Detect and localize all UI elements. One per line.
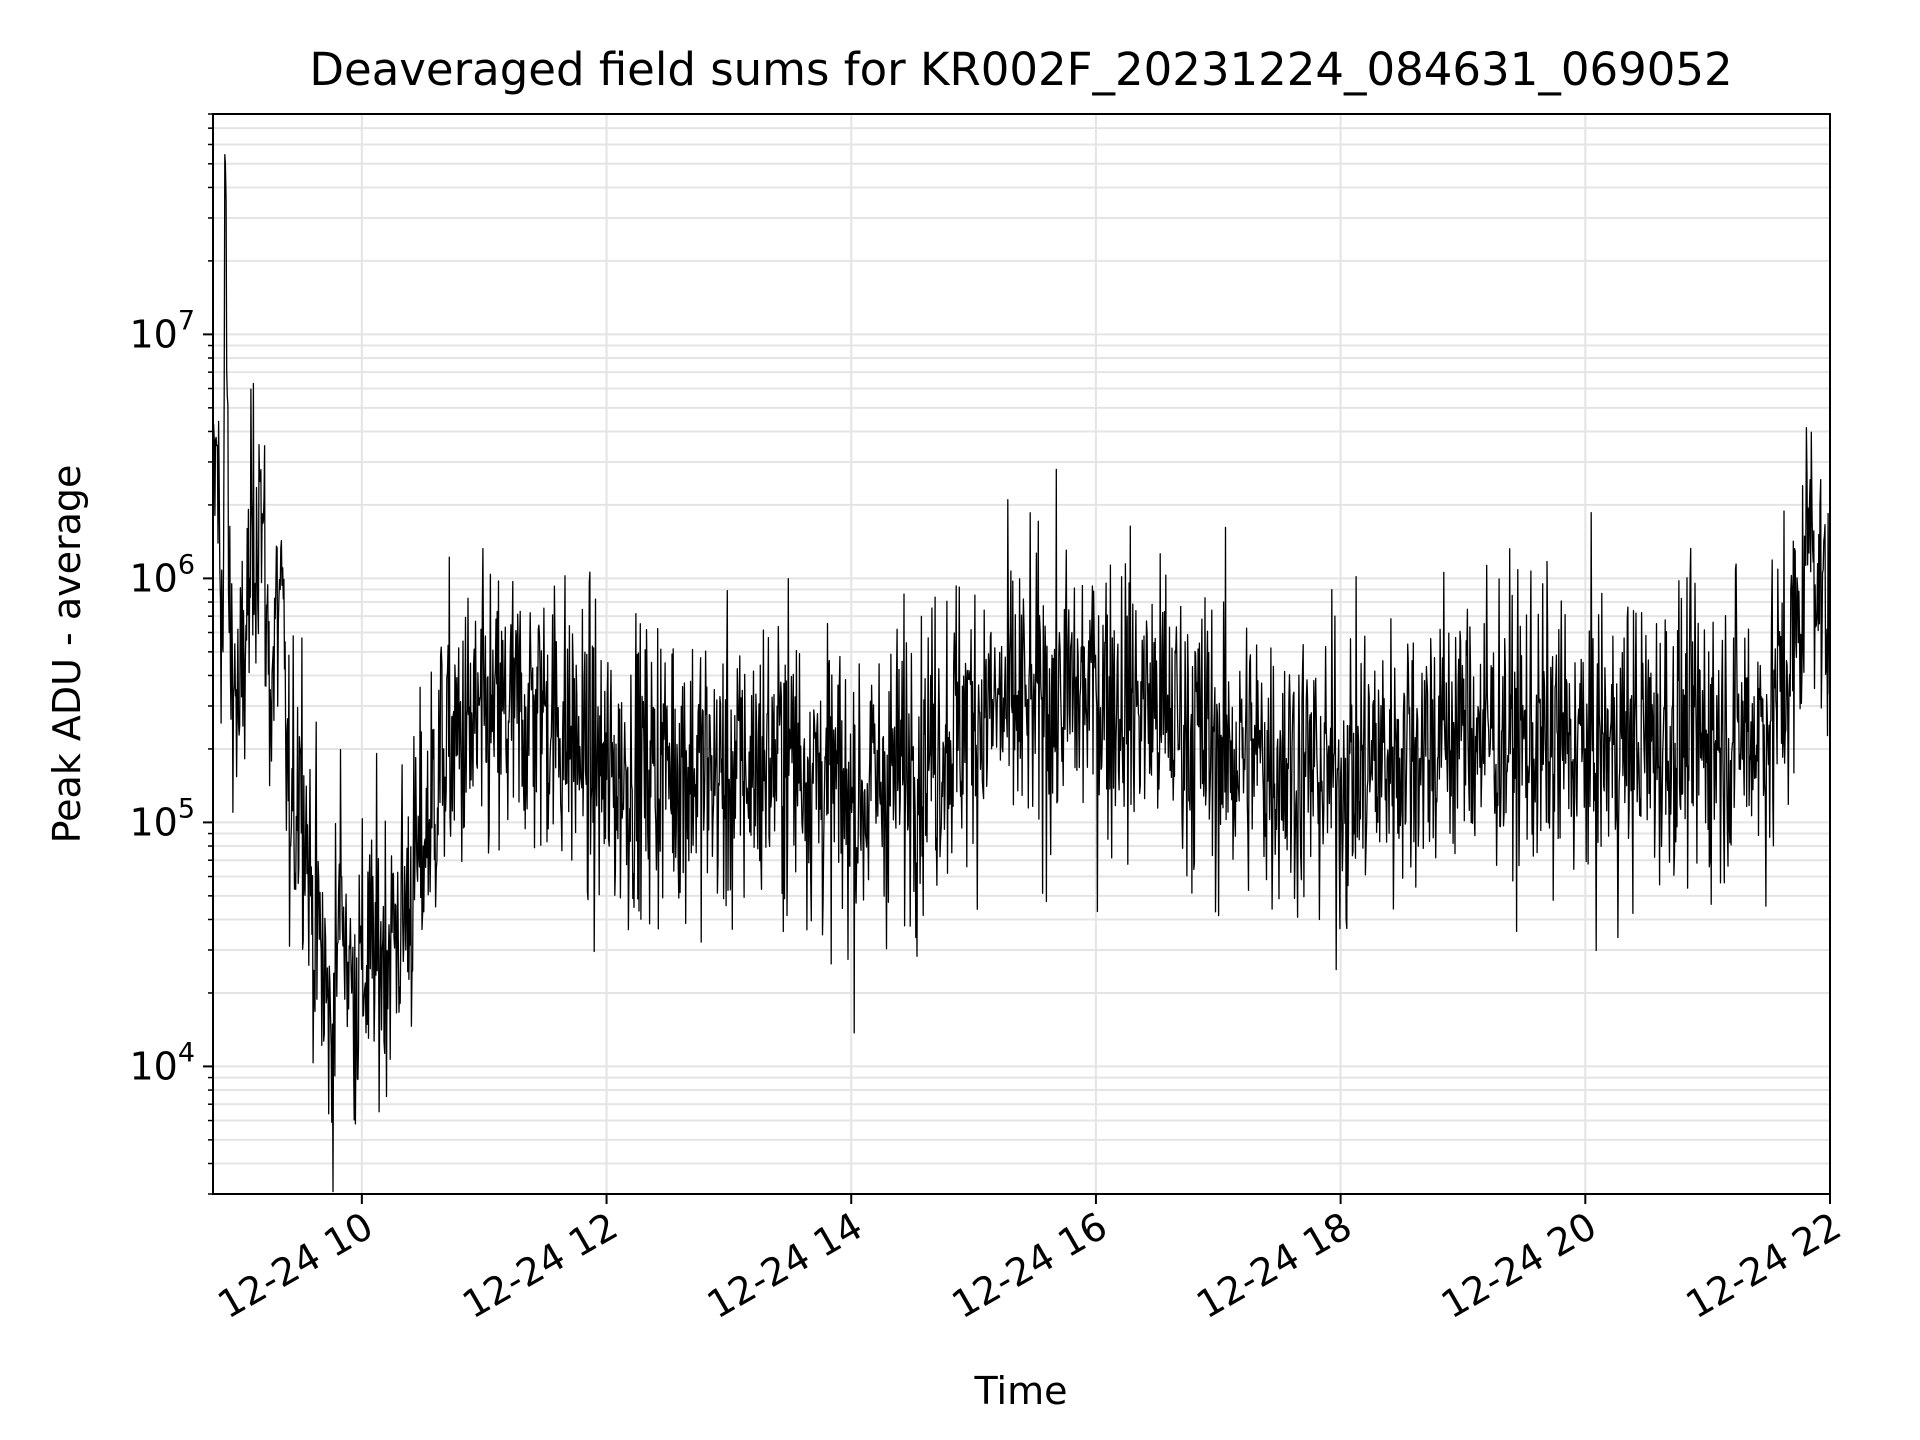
y-tick-label: 105 <box>129 793 195 844</box>
y-tick-label: 107 <box>129 305 195 356</box>
y-tick-label: 104 <box>129 1037 195 1088</box>
y-axis-label: Peak ADU - average <box>45 465 89 844</box>
series-layer <box>212 154 1831 1193</box>
x-axis-label: Time <box>974 1369 1068 1413</box>
y-tick-label: 106 <box>129 549 195 600</box>
plot-frame <box>212 113 1831 1195</box>
series-line <box>212 154 1831 1193</box>
chart-title: Deaveraged field sums for KR002F_2023122… <box>309 43 1732 96</box>
